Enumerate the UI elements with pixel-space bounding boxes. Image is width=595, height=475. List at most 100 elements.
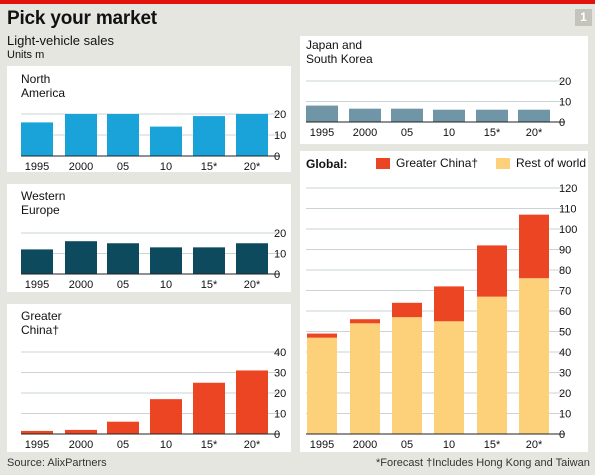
bar-global-rest-of-world — [477, 296, 507, 434]
bar-greater_china — [236, 370, 268, 434]
x-tick-label: 05 — [117, 439, 129, 451]
bar-global-greater-china — [434, 286, 464, 322]
legend-label-rest-of-world: Rest of world — [516, 156, 587, 170]
y-tick-label: 120 — [559, 183, 577, 195]
legend-label-greater-china: Greater China† — [396, 156, 479, 170]
x-tick-label: 2000 — [69, 161, 93, 173]
y-tick-label: 60 — [559, 306, 571, 318]
x-tick-label: 1995 — [25, 439, 49, 451]
x-tick-label: 20* — [526, 127, 543, 139]
x-tick-label: 1995 — [310, 439, 334, 451]
bar-japan_korea — [476, 109, 508, 122]
legend-swatch-rest-of-world — [496, 157, 510, 169]
y-tick-label: 110 — [559, 204, 577, 216]
footnote: *Forecast †Includes Hong Kong and Taiwan — [376, 457, 590, 469]
panel-label-japan-korea: Japan and South Korea — [306, 38, 373, 66]
y-tick-label: 20 — [274, 109, 286, 121]
bar-japan_korea — [306, 105, 338, 122]
y-tick-label: 20 — [274, 228, 286, 240]
y-tick-label: 10 — [559, 97, 571, 109]
bar-western_europe — [236, 243, 268, 274]
panel-label-western-europe: Western Europe — [21, 189, 66, 217]
units-label: Units m — [7, 49, 45, 61]
page-number-badge: 1 — [575, 9, 592, 26]
bar-north_america — [107, 114, 139, 156]
y-tick-label: 10 — [274, 249, 286, 261]
x-tick-label: 05 — [117, 279, 129, 291]
bar-global-rest-of-world — [307, 337, 337, 434]
bar-global-greater-china — [477, 245, 507, 297]
accent-bar — [0, 0, 595, 4]
page-title: Pick your market — [7, 8, 157, 29]
bar-japan_korea — [433, 109, 465, 122]
y-tick-label: 0 — [274, 429, 280, 441]
panel-label-north-america: North America — [21, 72, 66, 100]
bar-greater_china — [193, 382, 225, 434]
x-tick-label: 1995 — [25, 279, 49, 291]
x-tick-label: 05 — [401, 127, 413, 139]
x-tick-label: 2000 — [69, 279, 93, 291]
x-tick-label: 2000 — [69, 439, 93, 451]
bar-greater_china — [21, 430, 53, 434]
x-tick-label: 15* — [484, 439, 501, 451]
y-tick-label: 0 — [559, 429, 565, 441]
y-tick-label: 40 — [274, 347, 286, 359]
x-tick-label: 1995 — [310, 127, 334, 139]
y-tick-label: 80 — [559, 265, 571, 277]
x-tick-label: 2000 — [353, 439, 377, 451]
bar-global-greater-china — [519, 214, 549, 279]
y-tick-label: 20 — [559, 76, 571, 88]
bar-global-greater-china — [350, 319, 380, 324]
x-tick-label: 15* — [201, 439, 218, 451]
bar-north_america — [21, 122, 53, 156]
x-tick-label: 20* — [244, 161, 261, 173]
bar-western_europe — [65, 241, 97, 274]
panel-label-greater-china: Greater China† — [21, 309, 62, 337]
bar-japan_korea — [391, 108, 423, 122]
y-tick-label: 0 — [274, 151, 280, 163]
y-tick-label: 10 — [274, 409, 286, 421]
x-tick-label: 05 — [401, 439, 413, 451]
y-tick-label: 30 — [274, 368, 286, 380]
bar-global-rest-of-world — [392, 317, 422, 434]
panel-label-global: Global: — [306, 157, 348, 171]
bar-north_america — [193, 116, 225, 156]
y-tick-label: 20 — [559, 388, 571, 400]
chart-subtitle: Light-vehicle sales — [7, 33, 114, 48]
legend-swatch-greater-china — [376, 157, 390, 169]
y-tick-label: 40 — [559, 347, 571, 359]
bar-north_america — [236, 114, 268, 156]
x-tick-label: 10 — [160, 161, 172, 173]
x-tick-label: 20* — [244, 279, 261, 291]
bar-japan_korea — [518, 109, 550, 122]
x-tick-label: 05 — [117, 161, 129, 173]
x-tick-label: 10 — [443, 127, 455, 139]
bar-japan_korea — [349, 108, 381, 122]
bar-western_europe — [150, 247, 182, 274]
legend-item-rest-of-world: Rest of world — [496, 156, 586, 170]
panel-japan_korea — [300, 36, 588, 144]
y-tick-label: 10 — [559, 409, 571, 421]
x-tick-label: 20* — [244, 439, 261, 451]
x-tick-label: 10 — [160, 439, 172, 451]
bar-greater_china — [107, 421, 139, 434]
bar-western_europe — [193, 247, 225, 274]
y-tick-label: 0 — [559, 117, 565, 129]
y-tick-label: 10 — [274, 130, 286, 142]
y-tick-label: 30 — [559, 368, 571, 380]
bar-global-rest-of-world — [350, 323, 380, 434]
bar-north_america — [65, 114, 97, 156]
x-tick-label: 10 — [443, 439, 455, 451]
x-tick-label: 15* — [201, 279, 218, 291]
bar-global-rest-of-world — [519, 278, 549, 434]
bar-global-greater-china — [307, 333, 337, 338]
legend-item-greater-china: Greater China† — [376, 156, 478, 170]
bar-north_america — [150, 126, 182, 156]
bar-greater_china — [65, 429, 97, 434]
y-tick-label: 0 — [274, 269, 280, 281]
bar-global-rest-of-world — [434, 321, 464, 434]
y-tick-label: 20 — [274, 388, 286, 400]
x-tick-label: 15* — [201, 161, 218, 173]
bar-western_europe — [21, 249, 53, 274]
